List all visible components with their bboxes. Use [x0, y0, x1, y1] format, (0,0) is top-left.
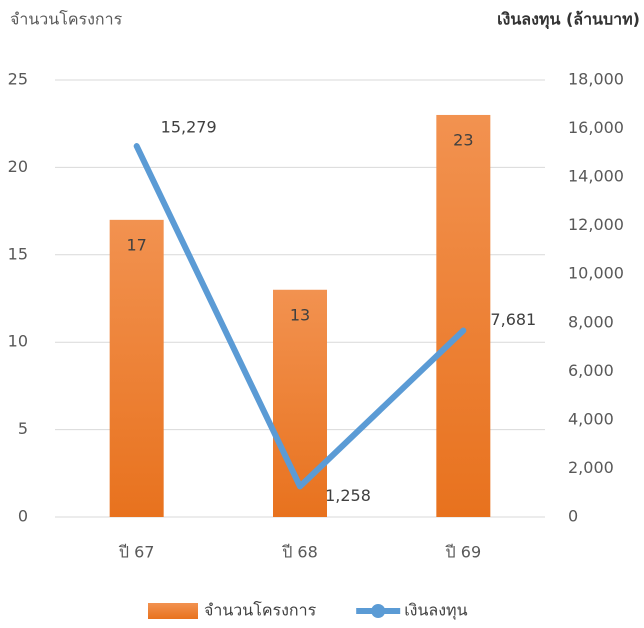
- line-value-label: 7,681: [490, 310, 536, 329]
- bar-value-label: 13: [290, 305, 310, 324]
- bar-value-label: 23: [453, 130, 473, 149]
- x-tick-label: ปี 68: [282, 543, 318, 562]
- line: [133, 143, 467, 490]
- y2-tick-label: 14,000: [568, 167, 624, 186]
- y-tick-label: 0: [18, 507, 28, 526]
- y2-tick-label: 4,000: [568, 409, 614, 428]
- line-value-label: 1,258: [325, 486, 371, 505]
- y-axis-title: จำนวนโครงการ: [10, 10, 123, 29]
- y-tick-label: 15: [8, 244, 28, 263]
- y2-tick-label: 0: [568, 507, 578, 526]
- y2-tick-label: 12,000: [568, 215, 624, 234]
- y-tick-label: 20: [8, 157, 28, 176]
- legend-label: จำนวนโครงการ: [204, 601, 317, 620]
- y2-tick-label: 16,000: [568, 118, 624, 137]
- line-value-label: 15,279: [161, 118, 217, 137]
- y2-tick-label: 18,000: [568, 70, 624, 89]
- bar-value-label: 17: [126, 235, 146, 254]
- y2-tick-label: 2,000: [568, 458, 614, 477]
- y-tick-label: 5: [18, 419, 28, 438]
- y2-tick-label: 6,000: [568, 361, 614, 380]
- y-tick-label: 10: [8, 332, 28, 351]
- bar: [273, 289, 327, 517]
- legend-swatch: [148, 603, 198, 619]
- y2-axis-title: เงินลงทุน (ล้านบาท): [497, 10, 640, 30]
- x-tick-label: ปี 69: [445, 543, 481, 562]
- y2-tick-label: 10,000: [568, 264, 624, 283]
- bar: [436, 114, 491, 518]
- y2-tick-label: 8,000: [568, 312, 614, 331]
- x-tick-label: ปี 67: [118, 543, 154, 562]
- legend-marker: [371, 604, 386, 618]
- bar: [109, 219, 164, 517]
- legend-label: เงินลงทุน: [404, 601, 467, 621]
- y-tick-label: 25: [8, 70, 28, 89]
